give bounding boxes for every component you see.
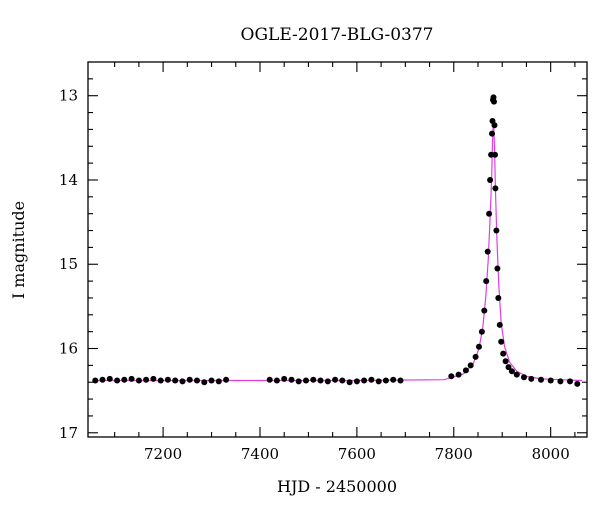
data-point [310,376,317,383]
data-point [332,376,339,383]
data-point [194,377,200,384]
data-point [172,377,179,384]
data-point [492,185,499,192]
data-point [455,371,462,378]
y-tick-label: 16 [59,340,78,358]
data-point [368,376,375,383]
x-tick-label: 8000 [532,445,570,463]
data-point [528,375,535,382]
axis-ticks [88,62,587,437]
data-point [375,378,382,385]
y-tick-label: 17 [59,424,78,442]
data-point [390,376,397,383]
data-point [486,210,493,217]
data-point [150,375,157,382]
y-axis-label: I magnitude [9,201,28,299]
data-point [353,378,360,385]
data-point [361,377,368,384]
data-point [106,375,113,382]
y-tick-label: 13 [59,87,78,105]
data-point [92,377,99,384]
data-point [201,379,208,386]
data-point [303,377,309,384]
data-point [157,377,164,384]
data-point [574,380,581,387]
x-tick-label: 7600 [338,445,376,463]
x-tick-labels: 7200 7400 7600 7800 8000 [144,445,570,463]
x-tick-label: 7400 [241,445,279,463]
data-point [281,375,288,382]
data-point [500,350,507,357]
data-point [484,248,491,255]
data-point [513,371,520,378]
data-point [382,377,389,384]
plot-frame [87,61,588,438]
data-point [478,328,485,335]
data-point [483,278,490,285]
data-point [481,307,488,314]
data-point [502,358,509,365]
x-tick-label: 7800 [435,445,473,463]
data-point [557,378,564,385]
data-point [128,375,135,382]
data-point [295,378,302,385]
data-point [346,379,353,386]
data-point [223,376,230,383]
data-point [186,376,193,383]
data-point [492,151,498,158]
data-point [339,377,346,384]
y-tick-labels: 13 14 15 16 17 [59,87,78,442]
data-point [143,376,150,383]
data-point [491,122,498,129]
data-point [99,376,106,383]
data-point [498,338,505,345]
data-points [92,94,581,387]
data-point [489,130,495,137]
data-point [505,364,512,371]
chart-title: OGLE-2017-BLG-0377 [241,25,434,45]
data-point [397,377,404,384]
data-point [114,377,121,384]
data-point [121,376,128,383]
x-axis-label: HJD - 2450000 [277,477,397,496]
data-point [448,373,455,380]
x-tick-label: 7200 [144,445,182,463]
data-point [317,377,324,384]
data-point [266,376,273,383]
data-point [164,376,171,383]
data-point [273,377,280,384]
data-point [476,343,482,350]
data-point [521,374,527,381]
data-point [495,295,502,301]
data-point [324,378,331,385]
data-point [567,378,573,385]
y-tick-label: 14 [59,171,78,189]
data-point [288,376,295,383]
model-fit-line [92,120,583,382]
data-point [508,368,515,375]
data-point [494,265,501,272]
data-point [493,227,500,234]
data-point [462,367,469,374]
data-point [538,376,544,383]
data-point [491,98,497,105]
data-point [487,177,494,183]
data-point [467,362,474,369]
data-point [472,353,479,360]
data-point [135,377,142,384]
data-point [215,378,222,385]
data-point [179,378,186,385]
y-tick-label: 15 [59,255,78,273]
data-point [496,321,503,328]
data-point [208,377,215,384]
data-point [547,377,554,384]
